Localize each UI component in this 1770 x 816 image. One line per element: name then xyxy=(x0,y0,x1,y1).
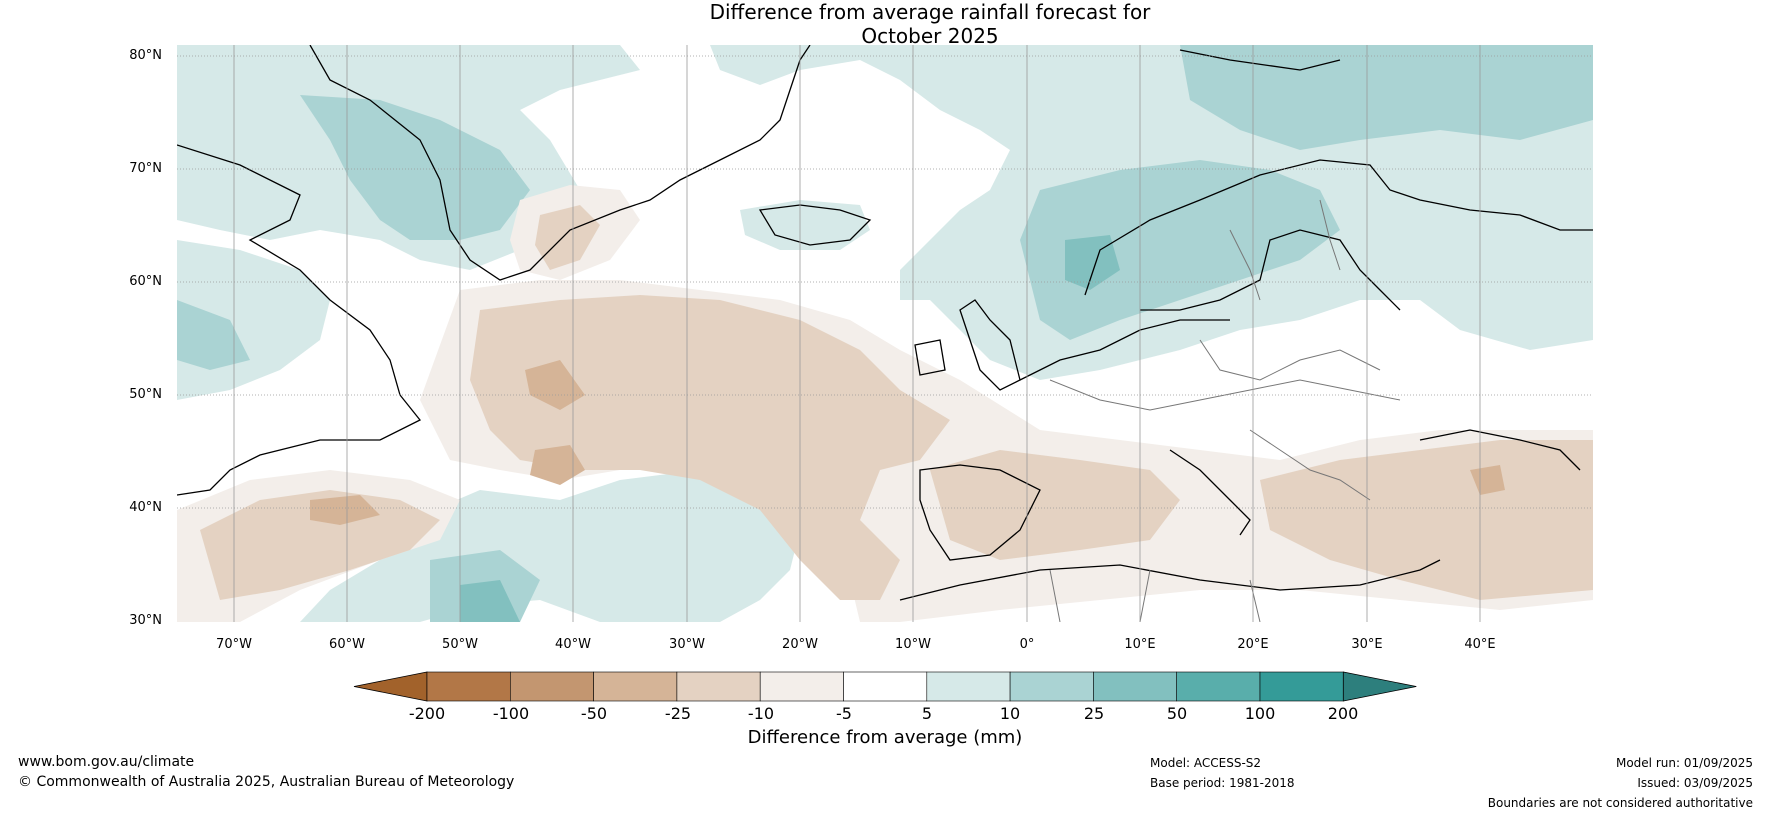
lat-label-80n: 80°N xyxy=(129,48,162,63)
coastline-iceland xyxy=(758,204,872,246)
anomaly-region-mediterranean-dry xyxy=(930,450,1180,560)
colorbar-tick: 100 xyxy=(1244,704,1276,723)
footer-model: Model: ACCESS-S2 xyxy=(1150,756,1262,770)
anomaly-region-eastern-med-dry xyxy=(1260,440,1593,600)
colorbar-segment xyxy=(426,671,511,702)
border-lines-eastern-europe xyxy=(1199,339,1381,381)
footer-base-period: Base period: 1981-2018 xyxy=(1150,776,1295,790)
coastline-scandinavia xyxy=(1084,159,1593,296)
lon-label-50w: 50°W xyxy=(442,637,478,652)
colorbar-segment xyxy=(1176,671,1261,702)
footer-copyright: © Commonwealth of Australia 2025, Austra… xyxy=(18,774,515,790)
anomaly-region-barents-wet xyxy=(1180,45,1593,150)
anomaly-region-aegean-dry-core xyxy=(1470,465,1505,495)
anomaly-region-atlantic-dry-strong xyxy=(470,295,950,600)
footer-url: www.bom.gov.au/climate xyxy=(18,754,195,770)
lat-label-40n: 40°N xyxy=(129,500,162,515)
colorbar-segment xyxy=(676,671,761,702)
colorbar-tick: -100 xyxy=(492,704,530,723)
lon-label-30w: 30°W xyxy=(669,637,705,652)
anomaly-region-greenland-wet-strong xyxy=(300,95,530,240)
anomaly-region-scandinavia-wet xyxy=(1020,160,1340,340)
colorbar-tick: -50 xyxy=(580,704,608,723)
coastline-baltic xyxy=(1140,229,1401,311)
anomaly-region-west-atlantic-dry-core xyxy=(310,495,380,525)
colorbar-tick: 25 xyxy=(1083,704,1105,723)
footer-model-run: Model run: 01/09/2025 xyxy=(1615,756,1753,770)
longitude-gridlines xyxy=(233,45,1481,622)
map-title-line2: October 2025 xyxy=(861,24,999,48)
colorbar-tick: 200 xyxy=(1327,704,1359,723)
lat-label-30n: 30°N xyxy=(129,613,162,628)
map-title: Difference from average rainfall forecas… xyxy=(0,0,1770,48)
coastline-arctic-islands xyxy=(1179,49,1341,71)
coastline-ireland xyxy=(914,339,946,376)
lat-label-60n: 60°N xyxy=(129,274,162,289)
lon-label-10e: 10°E xyxy=(1124,637,1156,652)
map-fill-layer xyxy=(177,45,1593,622)
coastline-mediterranean-south xyxy=(899,559,1441,601)
coastline-italy xyxy=(1169,449,1251,536)
colorbar-segment xyxy=(759,671,844,702)
latitude-gridlines xyxy=(177,55,1593,509)
colorbar-tick: -5 xyxy=(836,704,852,723)
lon-label-10w: 10°W xyxy=(895,637,931,652)
colorbar-segment xyxy=(509,671,594,702)
colorbar-segment xyxy=(1009,671,1094,702)
colorbar-tick: -200 xyxy=(408,704,446,723)
footer-issued: Issued: 03/09/2025 xyxy=(1637,776,1753,790)
colorbar-extend-high xyxy=(1342,671,1417,702)
coastline-europe-west xyxy=(1019,319,1230,381)
lon-label-40w: 40°W xyxy=(555,637,591,652)
coastline-iberia xyxy=(919,464,1041,561)
border-lines-scandinavia xyxy=(1229,199,1341,301)
anomaly-region-atlantic-dry-core xyxy=(525,360,585,410)
colorbar-tick: 10 xyxy=(999,704,1021,723)
coastline-black-sea xyxy=(1419,429,1581,471)
anomaly-region-iceland-wet xyxy=(740,200,870,250)
colorbar-segment xyxy=(1259,671,1344,702)
lon-label-60w: 60°W xyxy=(329,637,365,652)
lon-label-0: 0° xyxy=(1019,637,1035,652)
colorbar-tick: -10 xyxy=(747,704,775,723)
lat-label-70n: 70°N xyxy=(129,161,162,176)
colorbar-segment xyxy=(926,671,1011,702)
colorbar-label: Difference from average (mm) xyxy=(747,727,1023,748)
anomaly-region-west-atlantic-dry-strong xyxy=(200,490,440,600)
coastlines xyxy=(177,45,1593,601)
border-lines-north-africa xyxy=(1049,569,1261,622)
map-title-line1: Difference from average rainfall forecas… xyxy=(709,0,1151,24)
colorbar-segment xyxy=(1093,671,1178,702)
anomaly-region-atlantic-dry-core2 xyxy=(530,445,585,485)
colorbar-segment xyxy=(843,671,928,702)
coastline-north-america xyxy=(177,144,422,496)
lon-label-20w: 20°W xyxy=(782,637,818,652)
colorbar-segment xyxy=(593,671,678,702)
anomaly-region-norway-wet-strongest xyxy=(1065,235,1120,290)
border-lines-balkans xyxy=(1249,429,1371,501)
anomaly-region-south-greenland-dry-strong xyxy=(535,205,600,270)
colorbar-extend-low xyxy=(353,671,428,702)
colorbar-tick: -25 xyxy=(664,704,692,723)
lon-label-30e: 30°E xyxy=(1351,637,1383,652)
footer-disclaimer: Boundaries are not considered authoritat… xyxy=(1487,796,1753,810)
anomaly-region-labrador-wet-strong xyxy=(177,300,250,370)
colorbar-tick: 50 xyxy=(1166,704,1188,723)
anomaly-region-atlantic-wet-strongest xyxy=(460,580,520,622)
colorbar-segments xyxy=(353,671,1417,702)
lat-label-50n: 50°N xyxy=(129,387,162,402)
coastline-greenland xyxy=(309,45,811,281)
lon-label-40e: 40°E xyxy=(1464,637,1496,652)
lon-label-70w: 70°W xyxy=(216,637,252,652)
lon-label-20e: 20°E xyxy=(1237,637,1269,652)
colorbar-tick: 5 xyxy=(921,704,933,723)
